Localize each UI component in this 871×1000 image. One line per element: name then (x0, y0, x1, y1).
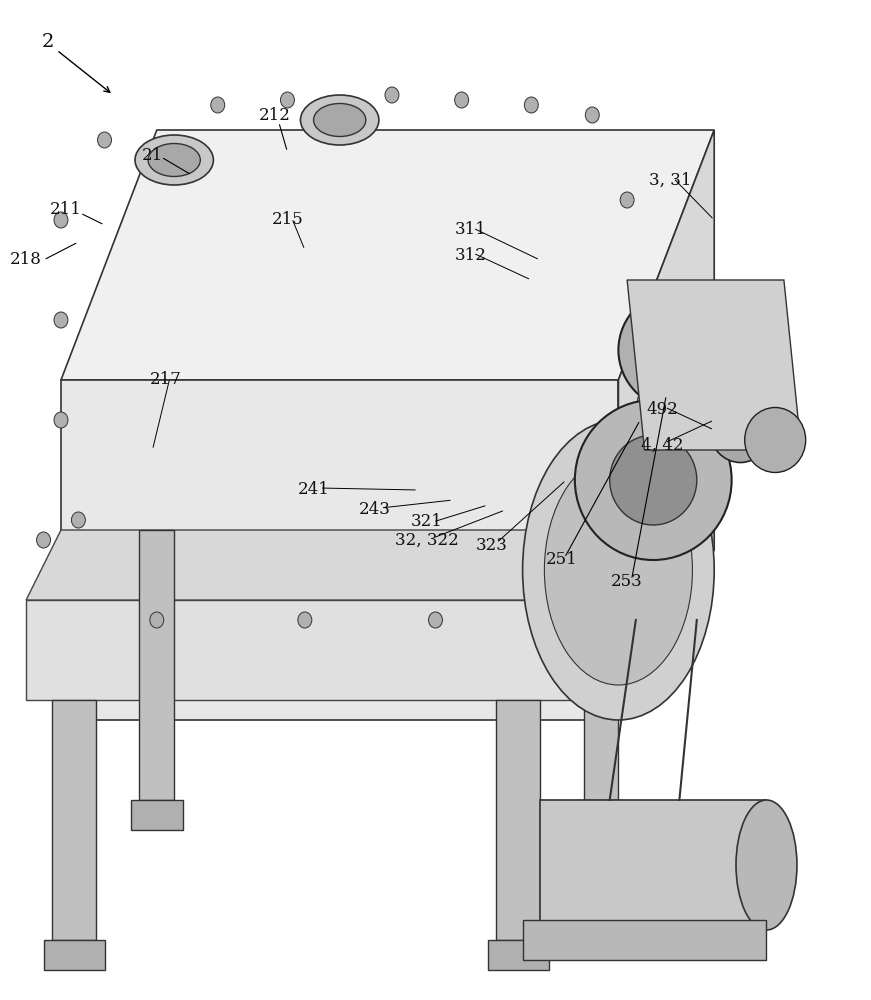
Text: 2: 2 (42, 33, 54, 51)
Text: 4, 42: 4, 42 (641, 436, 683, 454)
Text: 212: 212 (259, 106, 290, 123)
Circle shape (98, 132, 111, 148)
Polygon shape (52, 700, 96, 940)
Polygon shape (496, 700, 540, 940)
Text: 312: 312 (455, 246, 486, 263)
Ellipse shape (300, 95, 379, 145)
Ellipse shape (523, 420, 714, 720)
Ellipse shape (135, 135, 213, 185)
Polygon shape (61, 130, 714, 380)
Text: 32, 322: 32, 322 (395, 532, 459, 548)
Circle shape (585, 107, 599, 123)
Circle shape (429, 612, 442, 628)
Polygon shape (584, 530, 618, 800)
Ellipse shape (645, 315, 714, 385)
Circle shape (620, 192, 634, 208)
Polygon shape (488, 940, 549, 970)
Text: 253: 253 (611, 574, 643, 590)
Circle shape (638, 292, 652, 308)
Ellipse shape (544, 455, 692, 685)
Text: 217: 217 (150, 371, 181, 388)
Polygon shape (540, 800, 766, 930)
Ellipse shape (314, 104, 366, 136)
Circle shape (298, 612, 312, 628)
Circle shape (638, 392, 652, 408)
Ellipse shape (745, 408, 806, 473)
Polygon shape (627, 280, 801, 450)
Polygon shape (575, 800, 627, 830)
Text: 323: 323 (476, 536, 508, 554)
Circle shape (524, 97, 538, 113)
Polygon shape (523, 920, 766, 960)
Polygon shape (131, 800, 183, 830)
Text: 215: 215 (272, 212, 303, 229)
Polygon shape (26, 600, 584, 700)
Circle shape (150, 612, 164, 628)
Text: 243: 243 (359, 502, 390, 518)
Circle shape (37, 532, 51, 548)
Circle shape (54, 412, 68, 428)
Ellipse shape (575, 400, 732, 560)
Circle shape (54, 312, 68, 328)
Text: 211: 211 (50, 202, 81, 219)
Text: 218: 218 (10, 251, 42, 268)
Text: 492: 492 (646, 401, 678, 418)
Polygon shape (26, 530, 618, 600)
Circle shape (620, 492, 634, 508)
Ellipse shape (618, 290, 740, 410)
Polygon shape (139, 530, 174, 800)
Polygon shape (61, 380, 618, 720)
Text: 241: 241 (298, 482, 329, 498)
Circle shape (71, 512, 85, 528)
Text: 321: 321 (411, 514, 442, 530)
Polygon shape (618, 130, 714, 720)
Text: 3, 31: 3, 31 (650, 172, 692, 188)
Circle shape (280, 92, 294, 108)
Ellipse shape (710, 397, 771, 462)
Circle shape (211, 97, 225, 113)
Polygon shape (44, 940, 105, 970)
Ellipse shape (148, 143, 200, 176)
Circle shape (385, 87, 399, 103)
Ellipse shape (610, 435, 697, 525)
Circle shape (54, 212, 68, 228)
Text: 311: 311 (455, 222, 486, 238)
Text: 21: 21 (142, 146, 163, 163)
Circle shape (585, 532, 599, 548)
Circle shape (455, 92, 469, 108)
Ellipse shape (736, 800, 797, 930)
Text: 251: 251 (546, 552, 577, 568)
Circle shape (533, 612, 547, 628)
